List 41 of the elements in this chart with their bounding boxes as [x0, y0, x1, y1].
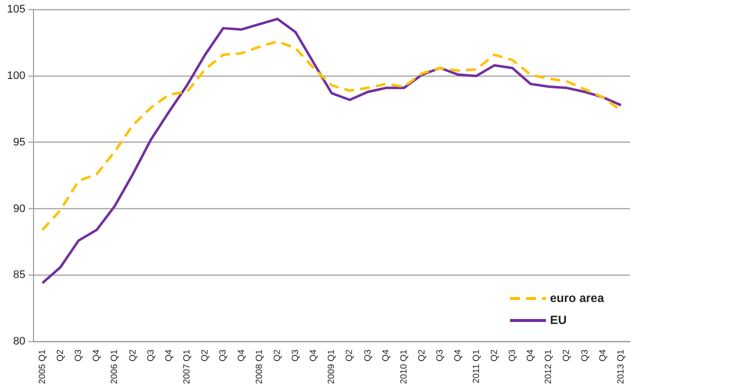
y-tick-label: 80 [13, 336, 26, 348]
x-tick-label: 2007 Q1 [182, 349, 192, 384]
x-tick-label: Q4 [308, 349, 318, 362]
x-tick-label: Q4 [163, 349, 174, 362]
x-tick-label: 2006 Q1 [109, 349, 120, 384]
x-tick-label: Q2 [561, 349, 572, 362]
x-tick-label: Q4 [236, 349, 246, 362]
y-tick-label: 105 [6, 4, 26, 16]
x-tick-label: Q3 [145, 349, 156, 362]
x-tick-label: Q2 [200, 349, 210, 362]
y-tick-label: 90 [13, 202, 26, 215]
legend-label: EU [550, 312, 567, 327]
y-tick-label: 85 [13, 269, 26, 282]
x-tick-label: Q3 [290, 349, 300, 362]
x-tick-label: 2011 Q1 [470, 349, 481, 384]
x-tick-label: Q4 [91, 349, 102, 362]
x-tick-label: 2013 Q1 [615, 349, 626, 384]
x-tick-label: Q3 [579, 349, 590, 362]
x-tick-label: Q4 [525, 349, 536, 362]
x-tick-label: Q2 [344, 349, 354, 362]
y-tick-label: 100 [6, 70, 26, 82]
x-tick-label: Q2 [127, 349, 138, 362]
x-tick-label: Q2 [416, 349, 427, 362]
x-tick-label: Q4 [597, 349, 608, 362]
x-tick-label: 2005 Q1 [36, 349, 47, 384]
x-tick-label: Q3 [362, 349, 372, 362]
x-tick-label: Q3 [218, 349, 228, 362]
legend-label: euro area [550, 290, 604, 305]
x-tick-label: Q4 [452, 349, 463, 362]
x-tick-label: Q3 [506, 349, 517, 362]
x-tick-label: Q3 [434, 349, 445, 362]
x-tick-label: Q2 [488, 349, 499, 362]
x-tick-label: Q4 [380, 349, 390, 362]
x-tick-label: 2010 Q1 [398, 349, 408, 384]
x-tick-label: Q2 [272, 349, 282, 362]
x-tick-label: 2008 Q1 [254, 349, 264, 384]
x-tick-label: Q3 [73, 349, 84, 362]
x-tick-label: 2009 Q1 [326, 349, 336, 384]
x-tick-label: Q2 [54, 349, 65, 362]
x-tick-label: 2012 Q1 [543, 349, 554, 384]
y-tick-label: 95 [13, 136, 26, 148]
